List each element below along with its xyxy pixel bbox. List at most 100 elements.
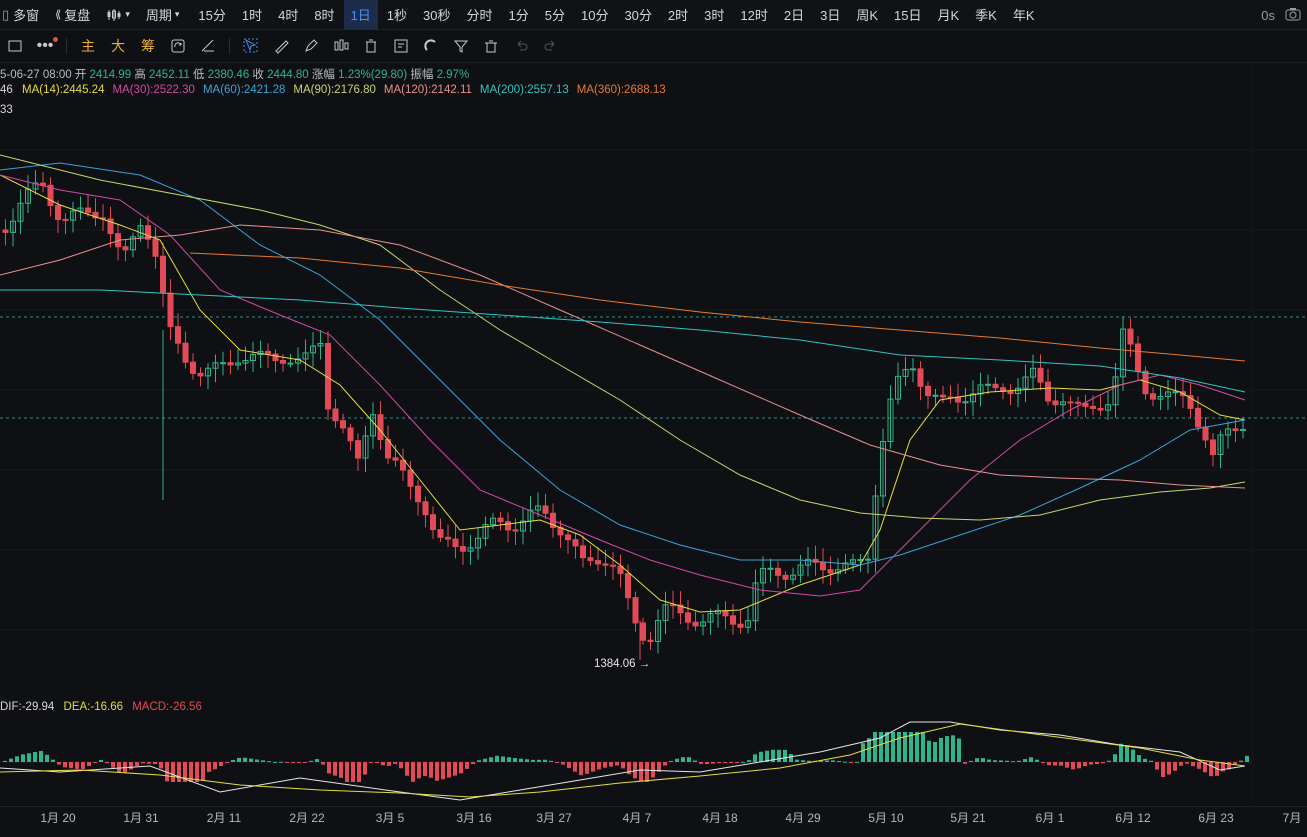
kline-chart[interactable] bbox=[0, 0, 1307, 806]
period-tab[interactable]: 15分 bbox=[198, 8, 226, 23]
macd-bar bbox=[927, 740, 931, 762]
candle-body bbox=[520, 520, 526, 532]
period-tab[interactable]: 1秒 bbox=[386, 8, 408, 23]
candle-body bbox=[205, 367, 211, 377]
indicator-main[interactable]: 主 bbox=[81, 38, 95, 54]
candle-body bbox=[1022, 376, 1029, 389]
macd-bar bbox=[987, 759, 991, 762]
period-tab[interactable]: 30分 bbox=[624, 8, 652, 23]
dea-line bbox=[0, 723, 1246, 798]
macd-bar bbox=[567, 762, 571, 769]
more-icon[interactable]: ••• bbox=[30, 31, 60, 61]
macd-bar bbox=[105, 762, 109, 764]
replay-button[interactable]: ⟪ 复盘 bbox=[55, 8, 91, 23]
multi-window-button[interactable]: ▯ 多窗 bbox=[2, 6, 40, 24]
macd-bar bbox=[207, 762, 211, 772]
candle-body bbox=[145, 225, 151, 240]
layout-square-icon[interactable] bbox=[0, 31, 30, 61]
period-tab[interactable]: 10分 bbox=[580, 8, 609, 23]
macd-bar bbox=[159, 762, 163, 769]
macd-bar bbox=[543, 759, 547, 762]
period-tab[interactable]: 2时 bbox=[667, 8, 689, 23]
period-tab[interactable]: 月K bbox=[937, 8, 960, 23]
macd-bar bbox=[687, 757, 691, 762]
indicator-chips[interactable]: 筹 bbox=[141, 38, 155, 54]
macd-bar bbox=[531, 759, 535, 762]
ruler-tool-icon[interactable] bbox=[193, 31, 223, 61]
macd-bar bbox=[93, 762, 97, 763]
macd-value: MACD:-26.56 bbox=[132, 701, 202, 713]
candle-body bbox=[1232, 428, 1239, 432]
measure-icon[interactable] bbox=[266, 31, 296, 61]
macd-bar bbox=[195, 762, 199, 782]
candle-body bbox=[190, 361, 196, 374]
macd-bar bbox=[1203, 762, 1207, 773]
candle-body bbox=[587, 557, 594, 562]
macd-bar bbox=[837, 761, 841, 763]
period-tab[interactable]: 3时 bbox=[704, 8, 725, 23]
macd-bar bbox=[1071, 762, 1075, 770]
period-tab[interactable]: 周K bbox=[856, 8, 878, 23]
indicator-big[interactable]: 大 bbox=[111, 38, 125, 54]
macd-bar bbox=[549, 760, 553, 762]
candles-icon[interactable] bbox=[326, 31, 356, 61]
pen-icon[interactable] bbox=[296, 31, 326, 61]
period-tab[interactable]: 季K bbox=[975, 8, 997, 23]
macd-bar bbox=[921, 732, 925, 762]
candle-body bbox=[1172, 391, 1179, 394]
period-tab[interactable]: 2日 bbox=[783, 8, 805, 23]
macd-bar bbox=[855, 761, 859, 763]
macd-bar bbox=[915, 732, 919, 762]
macd-bar bbox=[903, 732, 907, 762]
chart-type-button[interactable]: ▾ bbox=[98, 0, 138, 30]
candle-body bbox=[970, 393, 976, 403]
camera-icon[interactable] bbox=[1285, 7, 1301, 24]
note-icon[interactable] bbox=[386, 31, 416, 61]
period-tab[interactable]: 1时 bbox=[241, 8, 263, 23]
undo-icon[interactable] bbox=[506, 31, 536, 61]
drawing-toolbar: ••• 主 大 筹 bbox=[0, 30, 1307, 63]
x-axis-label: 3月 5 bbox=[375, 811, 405, 825]
candle-body bbox=[730, 615, 736, 625]
macd-bar bbox=[669, 760, 673, 762]
period-menu[interactable]: 周期 ▾ bbox=[145, 8, 180, 23]
period-tab[interactable]: 4时 bbox=[278, 8, 299, 23]
period-tab[interactable]: 年K bbox=[1012, 8, 1035, 23]
filter-icon[interactable] bbox=[446, 31, 476, 61]
delete-icon[interactable] bbox=[476, 31, 506, 61]
candle-body bbox=[235, 362, 241, 366]
candle-body bbox=[197, 372, 204, 377]
cursor-tool-icon[interactable] bbox=[236, 31, 266, 61]
macd-bar bbox=[237, 757, 241, 762]
macd-bar bbox=[1179, 762, 1183, 766]
candle-body bbox=[287, 362, 294, 365]
period-tab[interactable]: 3日 bbox=[820, 8, 841, 23]
trash-can-icon[interactable] bbox=[356, 31, 386, 61]
period-tab[interactable]: 分时 bbox=[466, 8, 493, 23]
amplitude-value: 2.97% bbox=[436, 69, 470, 81]
sync-icon[interactable] bbox=[163, 31, 193, 61]
candle-body bbox=[445, 536, 451, 540]
candle-body bbox=[887, 398, 894, 443]
candle-body bbox=[62, 218, 69, 221]
period-tab[interactable]: 8时 bbox=[314, 8, 335, 23]
macd-bar bbox=[129, 762, 133, 770]
period-tab[interactable]: 15日 bbox=[894, 8, 922, 23]
candle-body bbox=[872, 495, 879, 560]
redo-icon[interactable] bbox=[536, 31, 566, 61]
period-tab[interactable]: 5分 bbox=[544, 8, 565, 23]
candle-body bbox=[1082, 402, 1089, 407]
period-tab[interactable]: 12时 bbox=[740, 8, 768, 23]
candle-body bbox=[415, 485, 421, 503]
macd-bar bbox=[453, 762, 457, 776]
magnet-icon[interactable] bbox=[416, 31, 446, 61]
macd-bar bbox=[933, 742, 937, 762]
candle-body bbox=[572, 539, 579, 547]
period-tab[interactable]: 30秒 bbox=[423, 8, 451, 23]
window-icon: ▯ bbox=[2, 6, 10, 22]
period-tab[interactable]: 1分 bbox=[508, 8, 529, 23]
x-axis-label: 7月 bbox=[1282, 811, 1302, 825]
candle-body bbox=[505, 521, 511, 531]
ma-legend-item: MA(120):2142.11 bbox=[383, 84, 472, 96]
period-tab[interactable]: 1日 bbox=[343, 0, 378, 30]
